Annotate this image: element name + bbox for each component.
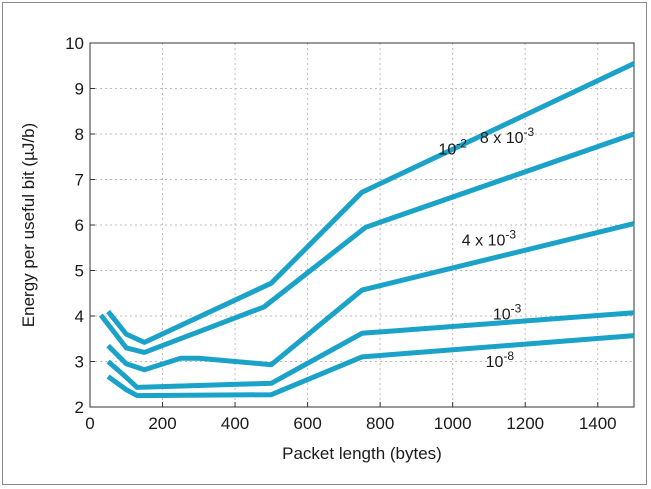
y-axis-title: Energy per useful bit (µJ/b) [19,123,38,327]
series-line-ber-1e-8 [106,333,635,399]
x-tick-label: 600 [293,414,321,433]
x-tick-label: 200 [148,414,176,433]
y-tick-label: 4 [75,307,84,326]
y-tick-label: 6 [75,216,84,235]
x-tick-label: 400 [221,414,249,433]
figure-frame [2,2,647,485]
x-tick-label: 1400 [579,414,617,433]
x-tick-label: 800 [366,414,394,433]
x-axis-title: Packet length (bytes) [282,444,442,463]
series-label-ber-1e-3: 10-3 [493,302,522,324]
series-labels: 10-2 8 x 10-3 4 x 10-3 10-3 10-8 [438,125,534,371]
series-line-ber-4e-3 [106,221,635,373]
x-tick-label: 1000 [434,414,472,433]
series-line-ber-1e-2 [106,61,636,345]
series-line-ber-1e-3 [106,310,635,390]
axis-ticks: 0 200 400 600 800 1000 1200 1400 2 3 4 5 6 7 8 9 10 [65,34,617,433]
x-tick-label: 1200 [506,414,544,433]
grid [90,43,634,407]
y-tick-label: 5 [75,262,84,281]
series-lines [98,61,636,399]
y-tick-label: 8 [75,125,84,144]
y-tick-label: 10 [65,34,84,53]
y-tick-label: 2 [75,398,84,417]
x-tick-label: 0 [85,414,94,433]
series-label-ber-1e-2: 10-2 [438,136,467,158]
series-label-ber-4e-3: 4 x 10-3 [462,227,517,249]
series-line-ber-8e-3 [98,131,635,355]
series-label-ber-8e-3: 8 x 10-3 [480,125,535,147]
series-label-ber-1e-8: 10-8 [486,349,515,371]
y-tick-label: 9 [75,80,84,99]
y-tick-label: 3 [75,353,84,372]
y-tick-label: 7 [75,171,84,190]
